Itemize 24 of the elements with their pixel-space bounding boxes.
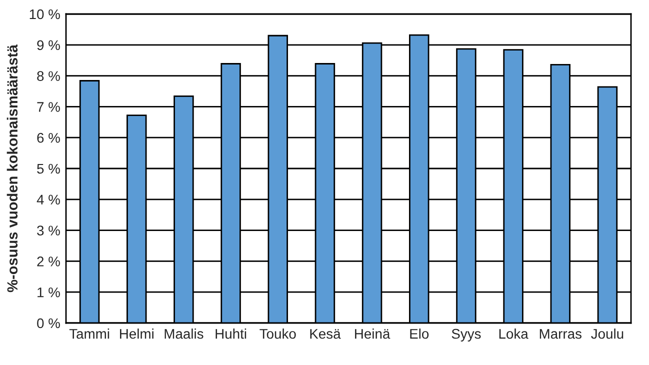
y-tick-label: 5 % — [37, 164, 60, 174]
y-tick-label: 8 % — [37, 71, 60, 81]
y-tick-label: 0 % — [37, 318, 60, 328]
x-tick-label: Heinä — [355, 328, 390, 339]
x-tick-label: Joulu — [591, 328, 624, 339]
x-tick-label: Elo — [410, 328, 429, 339]
y-tick-label: 4 % — [36, 194, 60, 205]
y-tick-label: 7 % — [37, 102, 60, 112]
y-tick-label: 6 % — [37, 132, 60, 143]
x-tick-label: Loka — [499, 328, 528, 339]
x-tick-label: Touko — [260, 328, 296, 339]
y-tick-label: 3 % — [37, 226, 60, 236]
x-tick-label: Kesä — [310, 329, 341, 339]
x-tick-label: Tammi — [69, 328, 110, 339]
x-tick-label: Huhti — [216, 328, 246, 339]
x-tick-label: Syys — [452, 328, 481, 342]
x-tick-label: Maalis — [164, 328, 204, 339]
y-tick-label: 1 % — [38, 287, 60, 298]
y-tick-label: 10 % — [30, 9, 60, 20]
y-tick-label: 2 % — [37, 256, 60, 266]
x-tick-label: Marras — [540, 329, 582, 339]
x-tick-label: Helmi — [120, 328, 154, 339]
y-tick-label: 9 % — [37, 40, 60, 50]
y-axis-title: %-osuus vuoden kokonaismäärästä — [6, 44, 18, 292]
